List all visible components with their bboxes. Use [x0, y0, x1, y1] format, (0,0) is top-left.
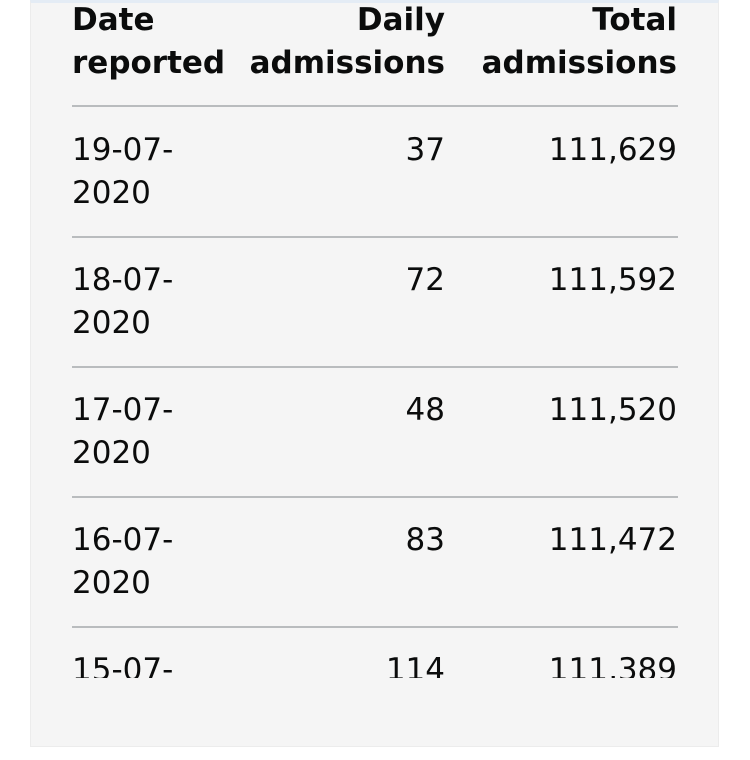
column-header: Total admissions [481, 2, 677, 81]
table-cell: 17-07-2020 [72, 392, 174, 471]
table-cell: 15-07-2020 [72, 652, 174, 678]
table-cell: 18-07-2020 [72, 262, 174, 341]
table: Date reported Daily admissions Total admis… [72, 2, 678, 678]
table-cell: 83 [405, 522, 445, 558]
table-cell: 72 [405, 262, 445, 298]
column-header: Daily admissions [249, 2, 445, 81]
table-cell: 111,520 [548, 392, 677, 428]
table-cell: 111,389 [548, 652, 677, 678]
table-cell: 111,472 [548, 522, 677, 558]
table-cell: 111,629 [548, 132, 677, 168]
header-divider [72, 105, 678, 107]
table-cell: 16-07-2020 [72, 522, 174, 601]
table-cell: 48 [405, 392, 445, 428]
column-header: Date reported [72, 2, 226, 81]
table-cell: 111,592 [548, 262, 677, 298]
row-divider [72, 236, 678, 238]
row-divider [72, 626, 678, 628]
table-panel [30, 0, 719, 747]
row-divider [72, 366, 678, 368]
row-divider [72, 496, 678, 498]
table-cell: 19-07-2020 [72, 132, 174, 211]
table-cell: 114 [385, 652, 445, 678]
table-cell: 37 [405, 132, 445, 168]
